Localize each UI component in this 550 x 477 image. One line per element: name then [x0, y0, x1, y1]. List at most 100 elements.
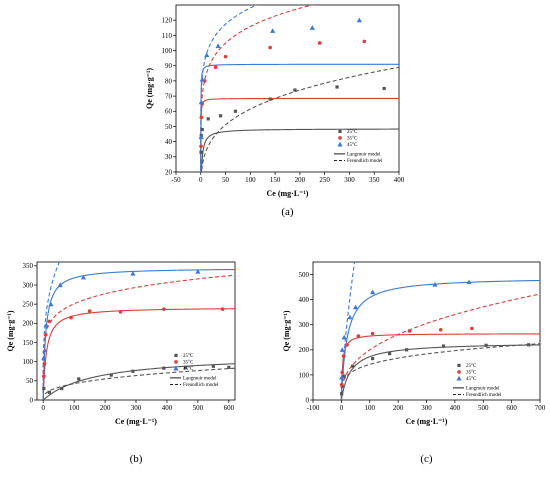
x-tick-label: 0 [199, 176, 203, 184]
legend-langmuir-label: Langmuir model [183, 377, 217, 382]
data-point [438, 327, 443, 332]
data-point [339, 347, 345, 352]
legend-marker [174, 360, 178, 364]
data-point [407, 329, 412, 333]
y-tick-label: 30 [165, 153, 173, 161]
panel-label: (a) [281, 206, 294, 218]
x-tick-label: 50 [222, 176, 230, 184]
data-point [211, 364, 215, 368]
langmuir-curve [42, 268, 235, 400]
data-point [340, 370, 345, 375]
data-point [162, 366, 166, 370]
data-point [293, 88, 297, 92]
freundlich-curve [340, 293, 540, 400]
data-point [370, 357, 375, 361]
x-tick-label: 100 [245, 176, 256, 184]
data-point [233, 109, 238, 113]
data-point [309, 25, 315, 30]
x-tick-label: 300 [131, 404, 142, 412]
data-point [484, 343, 488, 347]
x-tick-label: 700 [535, 404, 546, 412]
x-tick-label: 300 [344, 176, 355, 184]
x-tick-label: 150 [270, 176, 281, 184]
data-point [382, 86, 386, 91]
freundlich-curve [340, 343, 540, 400]
legend-marker [174, 353, 178, 357]
x-tick-label: 500 [193, 404, 204, 412]
y-tick-label: 300 [23, 281, 34, 289]
data-point [43, 322, 49, 328]
legend-marker [173, 365, 179, 371]
data-point [206, 117, 210, 121]
x-tick-label: 0 [340, 404, 344, 412]
data-point [351, 364, 355, 368]
data-point [317, 41, 322, 45]
panel-label: (b) [130, 453, 143, 465]
legend-marker [338, 129, 342, 133]
data-points [339, 279, 531, 396]
data-point [109, 373, 113, 377]
data-point [441, 344, 446, 348]
data-point [42, 347, 48, 353]
x-tick-label: 100 [365, 404, 376, 412]
legend-freundlich-label: Freundlich model [183, 383, 219, 388]
y-tick-label: 250 [23, 301, 34, 309]
data-point [341, 334, 347, 340]
x-tick-label: 350 [369, 176, 380, 184]
y-tick-label: 150 [23, 339, 34, 347]
data-point [268, 97, 272, 101]
data-point [42, 374, 46, 379]
legend-label: 25°C [183, 354, 194, 359]
y-tick-label: 0 [306, 396, 310, 404]
x-tick-label: 200 [100, 404, 111, 412]
x-tick-label: -50 [171, 176, 181, 184]
data-point [57, 282, 63, 288]
data-point [60, 386, 64, 391]
data-point [87, 309, 92, 313]
data-point [356, 17, 362, 23]
data-point [219, 114, 223, 118]
y-tick-label: 70 [165, 92, 173, 100]
data-point [195, 268, 201, 274]
y-axis-label: Qe (mg·g⁻¹) [6, 310, 15, 351]
y-axis-label: Qe (mg·g⁻¹) [282, 310, 291, 351]
data-point [118, 310, 123, 314]
data-point [198, 134, 204, 140]
y-tick-label: 110 [162, 32, 173, 40]
x-tick-label: 400 [162, 404, 173, 412]
data-point [339, 374, 345, 380]
data-point [183, 365, 188, 370]
data-point [47, 390, 51, 394]
freundlich-curve [42, 367, 235, 400]
data-point [42, 361, 47, 366]
data-point [340, 392, 344, 396]
freundlich-curve [200, 66, 399, 172]
y-tick-label: 60 [165, 108, 173, 116]
legend-marker [337, 141, 343, 147]
data-point [356, 334, 361, 338]
legend-marker [456, 375, 462, 381]
data-point [466, 279, 472, 285]
legend-label: 25°C [466, 364, 477, 369]
data-point [198, 99, 204, 105]
y-tick-label: 350 [23, 262, 34, 270]
x-tick-label: 0 [41, 404, 45, 412]
langmuir-curve [340, 279, 540, 400]
langmuir-curve [200, 128, 399, 172]
data-point [199, 144, 203, 148]
data-point [213, 65, 218, 70]
x-tick-label: -100 [307, 404, 320, 412]
legend-marker [457, 363, 461, 367]
data-point [470, 326, 474, 331]
legend-label: 25°C [347, 130, 358, 135]
legend-label: 35°C [183, 361, 194, 366]
data-point [223, 54, 228, 59]
data-point [41, 355, 47, 360]
y-tick-label: 40 [165, 138, 173, 146]
data-points [41, 268, 231, 394]
legend-marker [457, 370, 461, 374]
langmuir-curve [42, 363, 235, 400]
